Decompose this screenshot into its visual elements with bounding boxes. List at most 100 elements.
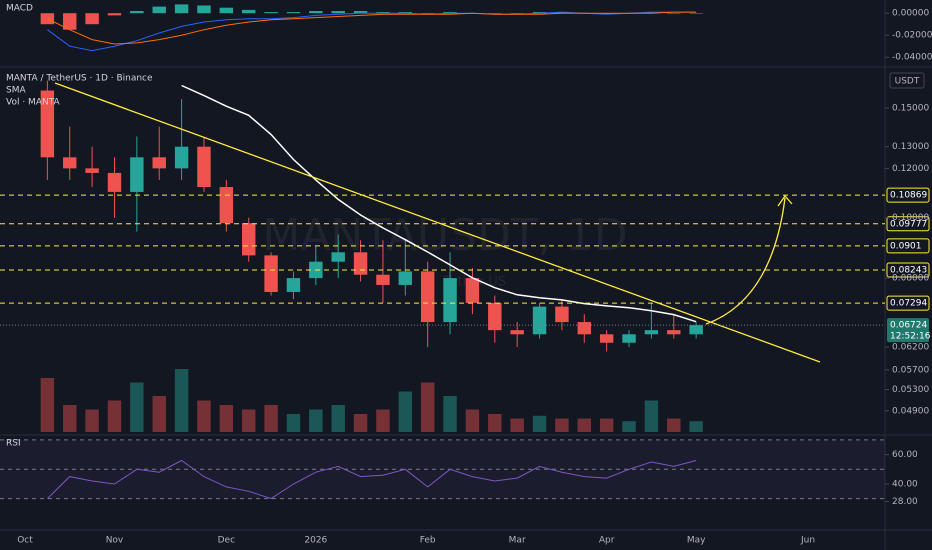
volume-bar	[40, 378, 55, 432]
level-box	[886, 295, 930, 311]
macd-histogram-bar	[667, 13, 681, 14]
volume-bar	[420, 382, 435, 432]
last-price-box	[887, 318, 929, 343]
x-tick-label: Oct	[17, 536, 33, 546]
watermark: MANTAUSDT, 1D	[262, 210, 627, 261]
volume-bar	[331, 405, 345, 432]
volume-bar	[309, 409, 323, 432]
macd-pane	[40, 4, 703, 52]
currency-label[interactable]: USDT	[895, 77, 920, 87]
macd-histogram-bar	[174, 4, 189, 14]
macd-histogram-bar	[510, 13, 524, 14]
macd-histogram-bar	[532, 12, 547, 14]
x-tick-label: Jun	[800, 536, 815, 546]
candle-body	[555, 306, 569, 323]
y-tick-label: 0.08000	[892, 274, 929, 284]
macd-histogram-bar	[398, 12, 413, 14]
volume-bar	[130, 382, 144, 432]
candle-body	[510, 330, 524, 335]
macd-histogram-bar	[264, 12, 278, 14]
candle-body	[40, 90, 55, 158]
rsi-pane	[0, 439, 885, 500]
volume-bar	[599, 418, 614, 432]
candle-body	[286, 278, 301, 292]
volume-bar	[644, 400, 659, 432]
macd-line	[47, 11, 697, 45]
volume-bar	[286, 414, 301, 432]
volume-bar	[555, 418, 569, 432]
volume-bar	[85, 409, 99, 432]
level-label: 0.0901	[890, 241, 922, 251]
volume-bar	[510, 418, 524, 432]
macd-histogram-bar	[242, 9, 256, 14]
candle-body	[197, 146, 211, 188]
volume-bar	[63, 405, 77, 432]
macd-histogram-bar	[353, 11, 368, 14]
volume-bar	[197, 400, 211, 432]
candle-body	[331, 252, 345, 262]
macd-histogram-bar	[331, 11, 345, 14]
level-label: 0.08243	[890, 265, 927, 275]
macd-histogram-bar	[40, 13, 55, 25]
y-tick-label: 0.00000	[892, 9, 929, 19]
candle-body	[398, 271, 413, 285]
currency-button[interactable]	[889, 72, 925, 89]
projection-arrow	[705, 197, 786, 325]
x-tick-label: Feb	[420, 536, 436, 546]
sma-line	[181, 84, 697, 323]
volume-bar	[353, 414, 368, 432]
candle-body	[353, 252, 368, 275]
volume-bar	[174, 369, 189, 432]
y-tick-label: 28.00	[892, 497, 918, 507]
candle-body	[63, 157, 77, 169]
y-tick-label: -0.02000	[892, 31, 932, 41]
y-tick-label: 60.00	[892, 450, 918, 460]
candle-body	[219, 187, 234, 224]
volume-label: Vol · MANTA	[6, 98, 61, 108]
macd-histogram-bar	[420, 13, 435, 14]
candle-body	[420, 271, 435, 323]
volume-bar	[622, 421, 636, 432]
candle-body	[599, 334, 614, 343]
candle-body	[465, 278, 480, 303]
candle-body	[577, 322, 591, 335]
volume-bar	[577, 418, 591, 432]
macd-histogram-bar	[63, 13, 77, 30]
volume-bar	[667, 418, 681, 432]
volume-bar	[488, 414, 502, 432]
y-tick-label: 0.15000	[892, 103, 929, 113]
candle-body	[264, 255, 278, 292]
axes: 0.10869 0.09777 0.0901 0.08243 0.07294 0.1500…	[0, 9, 932, 546]
macd-histogram-bar	[85, 13, 99, 25]
candle-body	[376, 274, 390, 285]
chart-title: MANTA / TetherUS · 1D · Binance	[6, 74, 153, 84]
macd-histogram-bar	[689, 13, 703, 14]
y-tick-label: 0.05300	[892, 385, 929, 395]
trendline	[54, 82, 821, 363]
x-tick-label: Apr	[599, 536, 615, 546]
x-tick-label: 2026	[304, 536, 327, 546]
volume-bar	[443, 396, 457, 432]
volume-bar	[465, 409, 480, 432]
candle-body	[107, 172, 122, 192]
y-tick-label: 0.12000	[892, 164, 929, 174]
sma-label: SMA	[6, 86, 26, 96]
y-tick-label: 0.06200	[892, 343, 929, 353]
candle-body	[689, 325, 703, 335]
volume-bar	[264, 405, 278, 432]
x-tick-label: Mar	[509, 536, 526, 546]
y-tick-label: 40.00	[892, 479, 918, 489]
y-tick-label: -0.04000	[892, 53, 932, 63]
volume-bar	[219, 405, 234, 432]
rsi-title: RSI	[6, 439, 21, 449]
y-tick-label: 0.04900	[892, 406, 929, 416]
macd-histogram-bar	[488, 13, 502, 14]
macd-histogram-bar	[107, 13, 122, 16]
level-label: 0.10869	[890, 191, 927, 201]
x-tick-label: May	[687, 536, 706, 546]
candle-body	[130, 157, 144, 192]
volume-bar	[152, 396, 166, 432]
candle-body	[152, 157, 166, 169]
y-tick-label: 0.05700	[892, 365, 929, 375]
